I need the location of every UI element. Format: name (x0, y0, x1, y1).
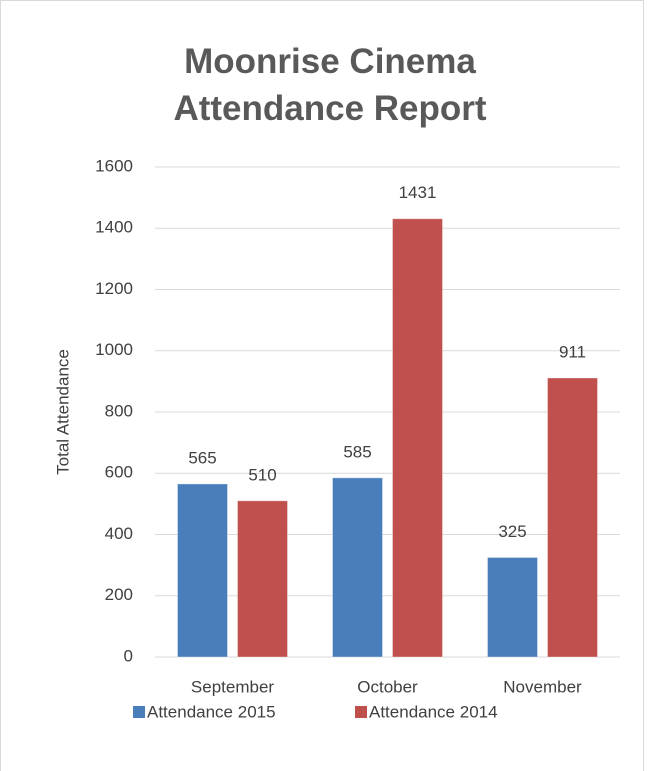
x-tick-label: November (503, 677, 582, 696)
y-tick-label: 800 (105, 401, 133, 420)
legend-label: Attendance 2015 (147, 702, 276, 721)
y-tick-label: 400 (105, 524, 133, 543)
legend-swatch (355, 706, 367, 718)
legend-label: Attendance 2014 (369, 702, 498, 721)
bar (487, 556, 538, 658)
bar (547, 377, 598, 658)
y-tick-label: 1200 (95, 279, 133, 298)
bar (237, 500, 288, 658)
y-tick-label: 0 (124, 646, 133, 665)
bar (177, 483, 228, 658)
x-tick-label: October (357, 677, 418, 696)
data-label: 510 (248, 465, 276, 484)
y-tick-label: 1400 (95, 218, 133, 237)
y-tick-label: 200 (105, 585, 133, 604)
y-tick-label: 1600 (95, 156, 133, 175)
x-tick-label: September (191, 677, 274, 696)
data-label: 325 (498, 522, 526, 541)
data-label: 911 (559, 342, 586, 361)
bar (332, 477, 383, 658)
bar (392, 218, 443, 658)
data-label: 585 (343, 442, 371, 461)
y-axis-label: Total Attendance (53, 349, 72, 475)
legend-swatch (133, 706, 145, 718)
y-tick-label: 600 (105, 463, 133, 482)
data-label: 1431 (399, 183, 437, 202)
y-tick-label: 1000 (95, 340, 133, 359)
chart-title: Moonrise Cinema Attendance Report (173, 42, 487, 128)
data-label: 565 (188, 448, 216, 467)
